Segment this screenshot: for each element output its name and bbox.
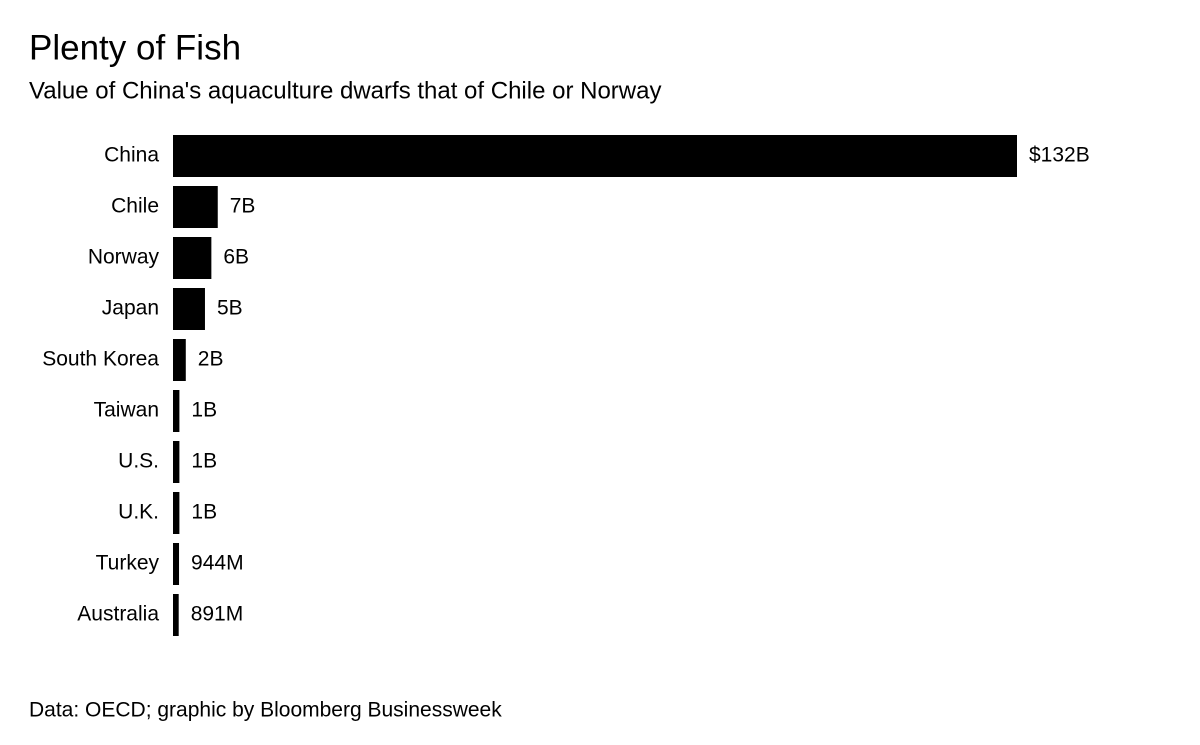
value-label: 944M <box>191 552 244 575</box>
bar <box>173 492 180 534</box>
value-label: 1B <box>191 501 217 524</box>
bar <box>173 288 205 330</box>
value-label: 7B <box>230 195 256 218</box>
value-label: 6B <box>223 246 249 269</box>
category-label: China <box>104 144 159 167</box>
value-label: 1B <box>191 450 217 473</box>
chart-subtitle: Value of China's aquaculture dwarfs that… <box>29 77 661 104</box>
value-label: 2B <box>198 348 224 371</box>
category-label: Turkey <box>96 552 160 575</box>
bar <box>173 339 186 381</box>
category-label: U.K. <box>118 501 159 524</box>
category-label: Australia <box>77 603 159 626</box>
bar <box>173 237 212 279</box>
category-label: Taiwan <box>94 399 159 422</box>
value-label: 5B <box>217 297 243 320</box>
bar <box>173 441 180 483</box>
bar <box>173 135 1017 177</box>
source-note: Data: OECD; graphic by Bloomberg Busines… <box>29 699 502 722</box>
category-label: Norway <box>88 246 160 269</box>
bar <box>173 543 180 585</box>
value-label: $132B <box>1029 144 1090 167</box>
bar <box>173 390 180 432</box>
chart-title: Plenty of Fish <box>29 28 241 67</box>
value-label: 1B <box>191 399 217 422</box>
category-label: South Korea <box>42 348 159 371</box>
bar <box>173 186 218 228</box>
category-label: U.S. <box>118 450 159 473</box>
value-label: 891M <box>191 603 244 626</box>
category-label: Chile <box>111 195 159 218</box>
bar <box>173 594 179 636</box>
category-label: Japan <box>102 297 159 320</box>
